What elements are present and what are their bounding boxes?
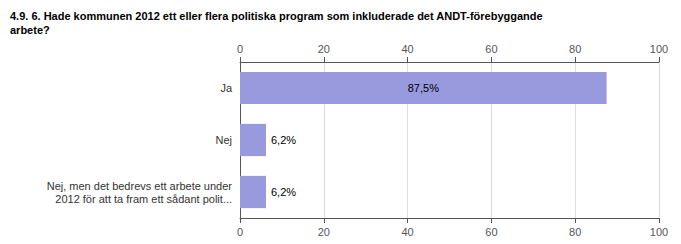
svg-text:Nej: Nej: [215, 134, 232, 146]
svg-text:100: 100: [650, 43, 668, 55]
svg-text:60: 60: [485, 226, 497, 238]
svg-text:80: 80: [569, 226, 581, 238]
svg-text:6,2%: 6,2%: [271, 186, 296, 198]
svg-text:40: 40: [401, 43, 413, 55]
svg-text:0: 0: [237, 226, 243, 238]
svg-text:Ja: Ja: [220, 82, 233, 94]
svg-text:20: 20: [318, 43, 330, 55]
svg-text:6,2%: 6,2%: [271, 134, 296, 146]
svg-text:100: 100: [650, 226, 668, 238]
svg-text:20: 20: [318, 226, 330, 238]
svg-text:60: 60: [485, 43, 497, 55]
svg-text:87,5%: 87,5%: [408, 82, 439, 94]
svg-text:2012 för att ta fram ett sådan: 2012 för att ta fram ett sådant polit...: [55, 193, 232, 205]
svg-text:40: 40: [401, 226, 413, 238]
svg-text:0: 0: [237, 43, 243, 55]
svg-text:4.9. 6. Hade kommunen 2012 ett: 4.9. 6. Hade kommunen 2012 ett eller fle…: [10, 10, 543, 22]
svg-text:Nej, men det bedrevs ett arbet: Nej, men det bedrevs ett arbete under: [47, 180, 233, 192]
svg-text:arbete?: arbete?: [10, 24, 50, 36]
svg-text:80: 80: [569, 43, 581, 55]
